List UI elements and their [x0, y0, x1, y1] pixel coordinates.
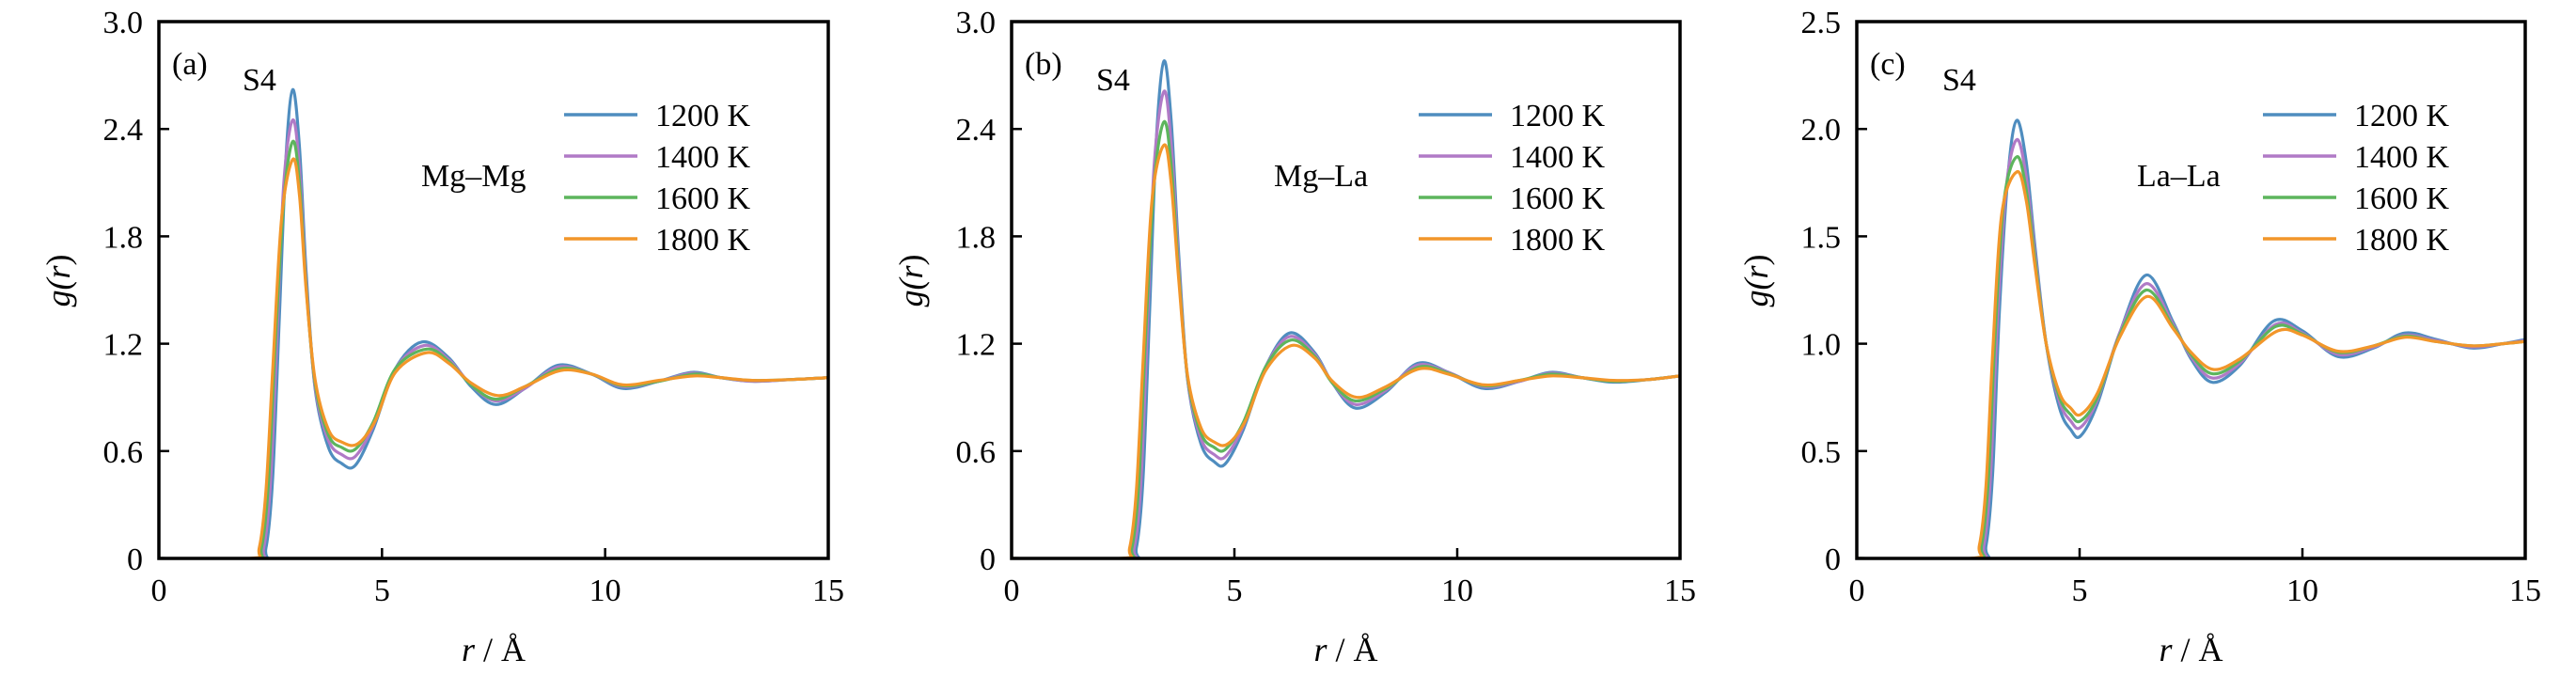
x-axis-label-var: r: [1313, 631, 1327, 668]
sample-annotation: S4: [243, 63, 276, 98]
x-tick-label: 0: [1004, 573, 1020, 608]
y-tick-label: 2.4: [103, 113, 144, 148]
y-tick-label: 1.2: [103, 328, 144, 363]
series-line-1200k: [1012, 59, 1680, 558]
x-tick-label: 5: [374, 573, 390, 608]
x-axis-label-var: r: [2159, 631, 2173, 668]
legend: 1200 K 1400 K 1600 K 1800 K: [564, 99, 751, 258]
x-axis-label-unit: / Å: [1327, 631, 1378, 668]
y-tick-label: 0.5: [1801, 435, 1842, 470]
y-tick-label: 0.6: [956, 435, 997, 470]
y-tick-label: 3.0: [103, 6, 144, 40]
plot-frame: [1010, 20, 1682, 560]
y-axis-label: g(r): [892, 254, 930, 306]
y-tick-label: 2.5: [1801, 6, 1842, 40]
y-tick-label: 0: [127, 542, 143, 577]
panel-b: 0 5 10 15 0 0.6 1.2 1.8 2.4 3.0 r / Å g(r) (b) S4 Mg–L…: [892, 6, 1696, 668]
legend-label: 1800 K: [1510, 223, 1606, 258]
series-line-1800k: [1012, 143, 1680, 558]
series-line-1800k: [159, 157, 828, 558]
pair-label: Mg–Mg: [421, 159, 526, 194]
x-tick-label: 15: [2509, 573, 2541, 608]
x-tick-label: 5: [2072, 573, 2088, 608]
pair-label: La–La: [2137, 159, 2221, 194]
y-axis-label: g(r): [1737, 254, 1775, 306]
legend-label: 1400 K: [1510, 140, 1606, 175]
x-tick-label: 10: [1441, 573, 1473, 608]
legend: 1200 K 1400 K 1600 K 1800 K: [1419, 99, 1606, 258]
legend-label: 1200 K: [655, 99, 751, 133]
panel-label: (a): [172, 47, 208, 82]
legend-label: 1600 K: [655, 181, 751, 216]
y-tick-label: 1.5: [1801, 220, 1842, 255]
y-tick-label: 1.2: [956, 328, 997, 363]
x-axis-label-unit: / Å: [2173, 631, 2223, 668]
y-tick-label: 0.6: [103, 435, 144, 470]
x-axis-label-unit: / Å: [475, 631, 526, 668]
sample-annotation: S4: [1096, 63, 1130, 98]
x-tick-label: 5: [1227, 573, 1243, 608]
x-tick-label: 0: [1849, 573, 1865, 608]
y-tick-label: 0: [980, 542, 996, 577]
y-tick-label: 1.8: [956, 220, 997, 255]
series-group: [1012, 59, 1680, 558]
legend-label: 1800 K: [655, 223, 751, 258]
pair-label: Mg–La: [1274, 159, 1368, 194]
legend-label: 1400 K: [655, 140, 751, 175]
x-tick-label: 15: [812, 573, 844, 608]
series-line-1800k: [1857, 170, 2525, 558]
x-axis-label: r / Å: [462, 631, 526, 668]
legend-label: 1200 K: [2354, 99, 2450, 133]
x-axis-label: r / Å: [1313, 631, 1377, 668]
x-tick-label: 0: [151, 573, 167, 608]
plot-frame: [1855, 20, 2527, 560]
panel-label: (c): [1870, 47, 1906, 82]
x-axis-label-var: r: [462, 631, 476, 668]
y-tick-label: 0: [1825, 542, 1841, 577]
y-tick-label: 1.0: [1801, 328, 1842, 363]
panel-a: 0 5 10 15 0 0.6 1.2 1.8 2.4 3.0 r / Å g(r) (a) S4 Mg–M…: [39, 6, 844, 668]
y-tick-label: 1.8: [103, 220, 144, 255]
y-tick-label: 2.0: [1801, 113, 1842, 148]
x-axis-label: r / Å: [2159, 631, 2223, 668]
legend-label: 1600 K: [1510, 181, 1606, 216]
y-axis-label: g(r): [39, 254, 77, 306]
sample-annotation: S4: [1942, 63, 1976, 98]
legend-label: 1800 K: [2354, 223, 2450, 258]
x-tick-label: 10: [2286, 573, 2318, 608]
legend-label: 1200 K: [1510, 99, 1606, 133]
legend-label: 1600 K: [2354, 181, 2450, 216]
legend-label: 1400 K: [2354, 140, 2450, 175]
series-group: [1857, 118, 2525, 558]
x-tick-label: 10: [589, 573, 621, 608]
series-group: [159, 87, 828, 558]
panel-label: (b): [1025, 47, 1062, 82]
legend: 1200 K 1400 K 1600 K 1800 K: [2263, 99, 2450, 258]
plot-frame: [157, 20, 830, 560]
y-tick-label: 3.0: [956, 6, 997, 40]
y-tick-label: 2.4: [956, 113, 997, 148]
panel-c: 0 5 10 15 0 0.5 1.0 1.5 2.0 2.5 r / Å g(r) (c) S4 La–L…: [1737, 6, 2541, 668]
x-tick-label: 15: [1664, 573, 1696, 608]
